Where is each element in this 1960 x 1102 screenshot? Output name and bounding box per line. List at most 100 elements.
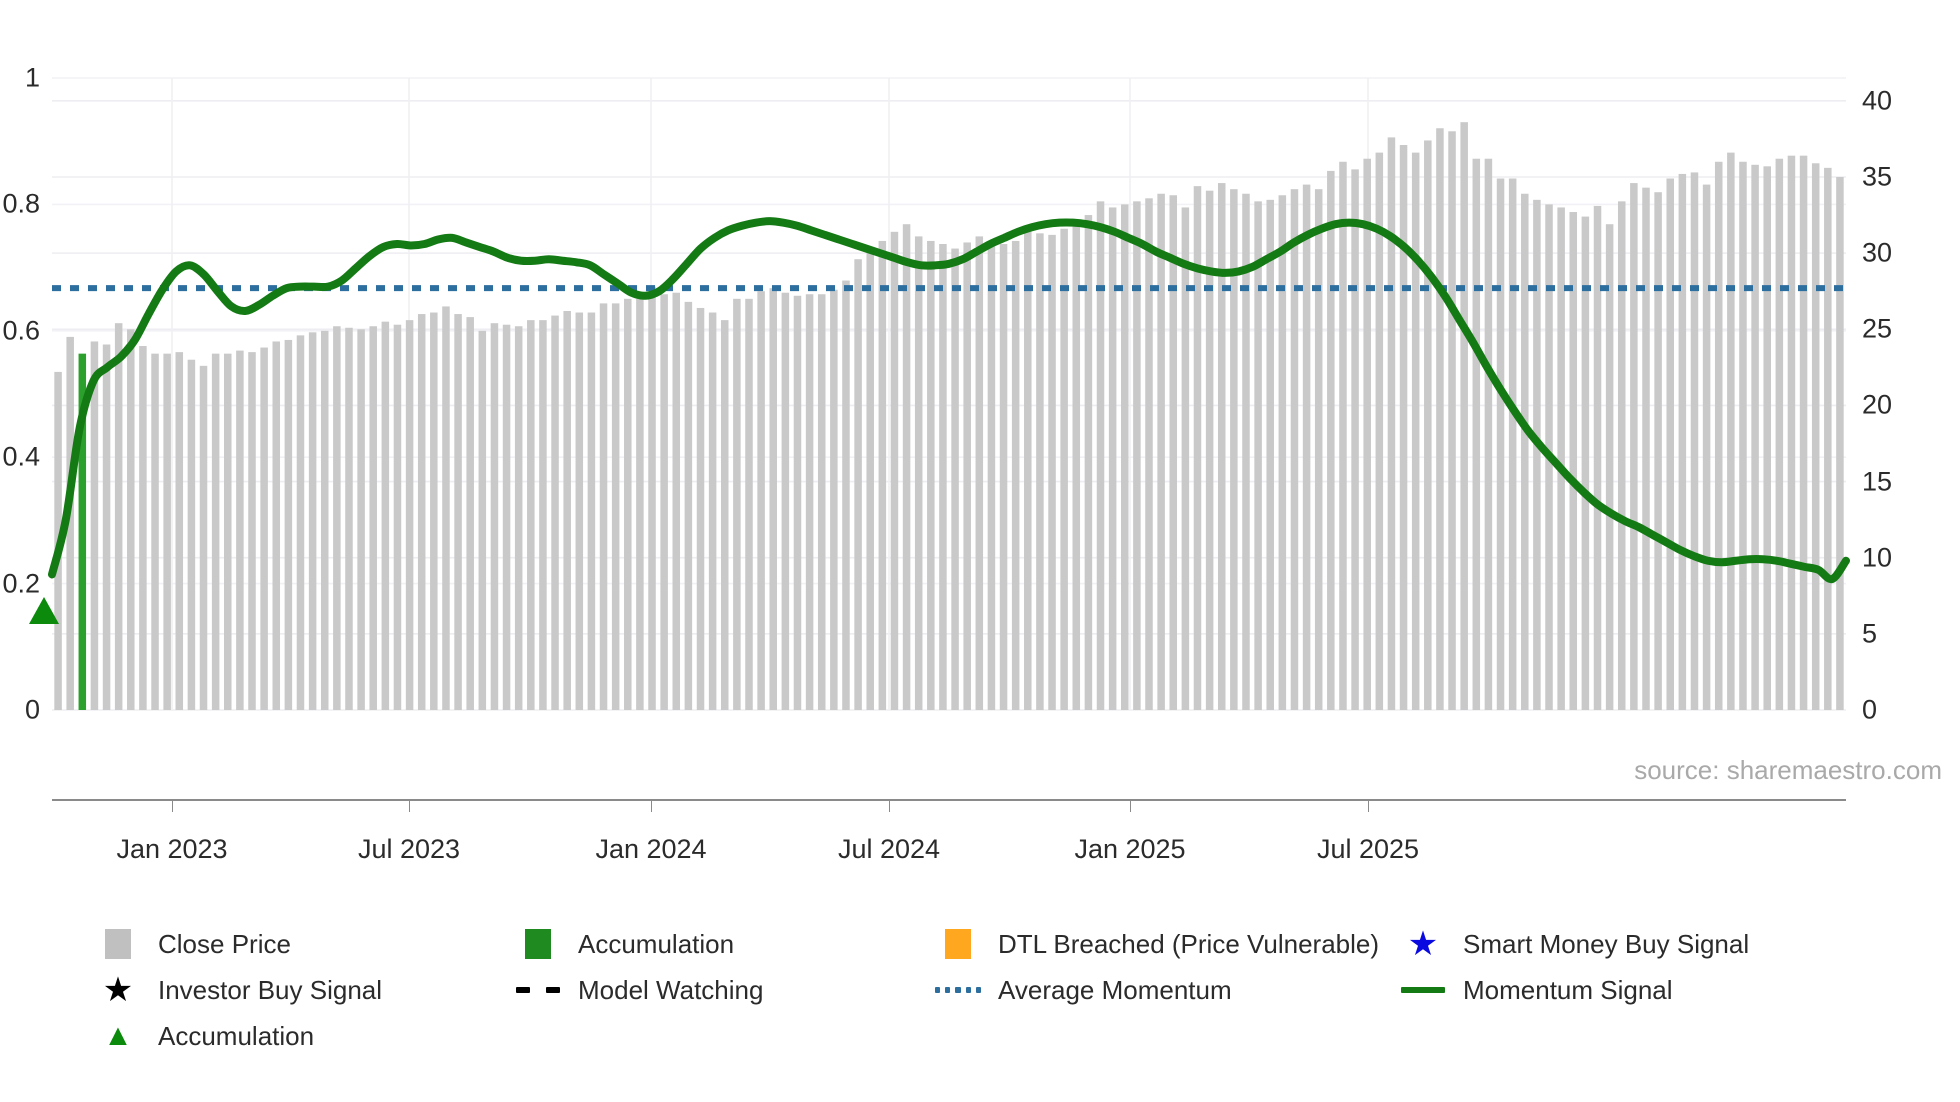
legend-item[interactable]: ▲ Accumulation [96,1017,516,1055]
bar-close-price [1424,140,1432,711]
bar-close-price [708,312,717,710]
bar-close-price [187,359,196,710]
bar-close-price [563,311,571,710]
legend-item[interactable]: DTL Breached (Price Vulnerable) [936,925,1401,963]
bar-close-price [1642,187,1650,710]
bar-close-price [478,330,487,710]
bar-close-price [1217,183,1226,710]
bar-close-price [345,327,353,710]
bar-close-price [405,320,414,710]
bar-close-price [1739,161,1747,710]
square-swatch-icon [525,929,551,959]
bar-close-price [575,312,584,710]
bar-close-price [866,253,874,711]
bar-close-price [502,324,511,710]
bar-close-price [1678,173,1687,711]
bar-close-price [1290,189,1299,710]
bar-close-price [1593,205,1602,710]
bar-close-price [1448,131,1456,710]
bar-close-price [769,288,777,710]
bar-close-price [381,321,390,710]
source-attribution: source: sharemaestro.com [1634,755,1942,785]
x-axis-tick-label: Jul 2025 [1316,834,1420,864]
bar-close-price [684,301,693,710]
bar-close-price [393,324,402,710]
chart-legend: Close Price Accumulation DTL Breached (Pri… [96,925,1896,1055]
bar-close-price [987,242,996,710]
plot-area [48,77,1850,711]
bar-close-price [1242,193,1250,711]
y-axis-right-tick-label: 5 [1862,618,1878,649]
bar-close-price [975,236,984,710]
x-axis-tick-mark [409,800,410,812]
bar-close-price [539,320,547,710]
y-axis-right-tick-label: 15 [1862,466,1893,497]
bar-close-price [1230,189,1238,710]
x-axis-tick-label: Jul 2024 [837,834,941,864]
solid-line-icon [1401,987,1445,993]
bar-close-price [1036,233,1044,710]
bar-close-price [1508,178,1517,710]
bar-close-price [1763,166,1771,711]
y-axis-right-tick-label: 25 [1862,313,1893,344]
bar-close-price [1702,184,1711,710]
x-axis-tick-mark [651,800,652,812]
bar-close-price [1169,195,1178,711]
legend-item[interactable]: Close Price [96,925,516,963]
bar-close-price [1157,193,1165,711]
bar-close-price [1072,222,1081,711]
bar-close-price [260,347,268,710]
bar-close-price [151,353,159,710]
bar-close-price [1181,207,1190,710]
legend-item-label: DTL Breached (Price Vulnerable) [998,928,1380,959]
bar-close-price [1727,152,1735,710]
bar-close-price [90,341,99,710]
bar-close-price [1060,228,1068,710]
bar-close-price [1460,122,1468,710]
bar-close-price [1314,189,1323,710]
dotted-line-icon [935,987,982,993]
bar-close-price [672,292,681,710]
star-icon: ★ [1401,927,1445,961]
bar-close-price [733,298,741,710]
star-icon: ★ [102,971,134,1009]
square-swatch-icon [105,929,131,959]
bar-close-price [854,259,862,710]
bar-close-price [1193,186,1202,710]
bar-close-price [914,236,923,710]
bar-close-price [842,280,850,710]
bar-close-price [1775,158,1784,710]
y-axis-right-tick-label: 10 [1862,542,1893,573]
y-axis-right-tick-label: 20 [1862,389,1893,420]
square-swatch-icon [945,929,971,959]
bar-close-price [1654,192,1662,710]
triangle-icon: ▲ [96,1021,140,1051]
x-axis-tick-mark [172,800,173,812]
legend-item[interactable]: ★ Smart Money Buy Signal [1401,925,1841,963]
bar-close-price [175,352,184,710]
bar-close-price [1024,231,1032,710]
legend-item-label: Close Price [158,928,291,959]
bar-close-price [1121,204,1129,710]
y-axis-left-tick-label: 0.2 [2,568,40,599]
bar-close-price [963,242,971,710]
legend-item-label: Average Momentum [998,974,1232,1005]
x-axis-tick-label: Jan 2025 [1074,834,1186,864]
legend-item[interactable]: Average Momentum [935,971,1401,1009]
bar-close-price [1811,163,1820,710]
bar-close-price [1690,172,1699,710]
legend-item[interactable]: Momentum Signal [1401,971,1841,1009]
x-axis-tick-label: Jan 2023 [116,834,228,864]
bar-accumulation [78,353,87,710]
x-axis-line [52,799,1846,801]
legend-item-label: Investor Buy Signal [158,974,383,1005]
legend-item[interactable]: ★ Investor Buy Signal [96,971,516,1009]
bar-close-price [333,326,341,710]
bar-close-price [466,317,474,710]
x-axis-tick-mark [1368,800,1369,812]
legend-item[interactable]: Model Watching [516,971,936,1009]
dashed-line-icon [516,987,560,993]
bar-close-price [1266,199,1274,710]
bar-close-price [648,286,656,710]
legend-item[interactable]: Accumulation [516,925,936,963]
